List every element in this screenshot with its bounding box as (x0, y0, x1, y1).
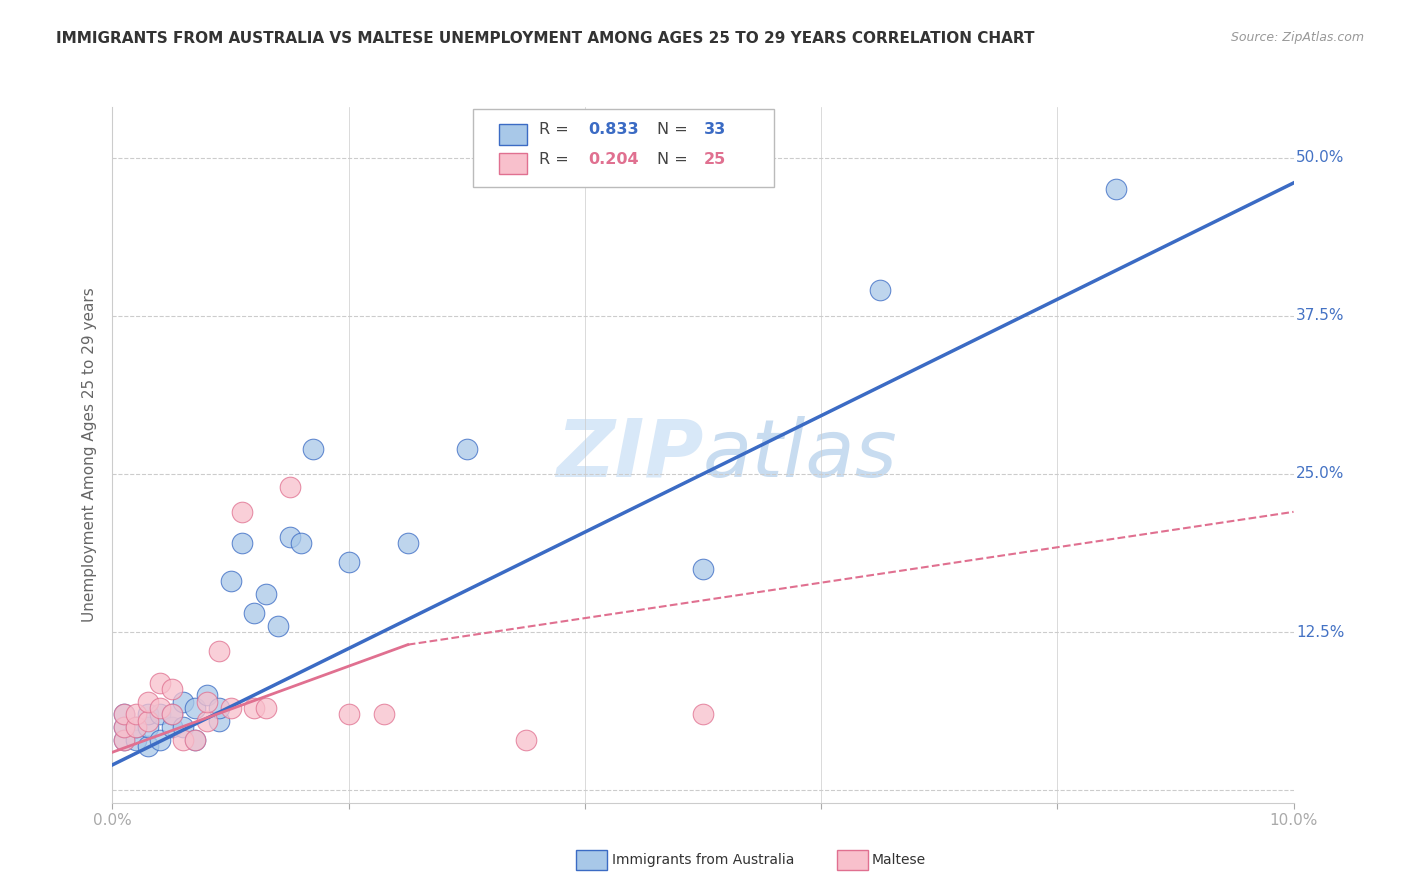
Point (149, 701, 172, 715)
Text: 25: 25 (704, 152, 727, 167)
Point (149, 732, 172, 747)
Point (195, 695, 218, 709)
FancyBboxPatch shape (472, 109, 773, 187)
Text: ZIP: ZIP (555, 416, 703, 494)
Point (184, 732, 207, 747)
Text: IMMIGRANTS FROM AUSTRALIA VS MALTESE UNEMPLOYMENT AMONG AGES 25 TO 29 YEARS CORR: IMMIGRANTS FROM AUSTRALIA VS MALTESE UNE… (56, 31, 1035, 46)
Point (136, 739, 159, 753)
Text: R =: R = (538, 122, 574, 137)
Text: 25.0%: 25.0% (1296, 467, 1344, 482)
Text: 33: 33 (704, 122, 727, 137)
Text: 50.0%: 50.0% (1296, 150, 1344, 165)
Point (160, 707, 183, 722)
Point (136, 720, 159, 734)
Point (278, 530, 301, 544)
Point (125, 707, 148, 722)
Text: 12.5%: 12.5% (1296, 624, 1344, 640)
Point (184, 701, 207, 715)
Point (172, 695, 194, 709)
Point (267, 618, 290, 632)
Point (160, 720, 183, 734)
FancyBboxPatch shape (499, 124, 527, 145)
Point (136, 707, 159, 722)
Point (125, 720, 148, 734)
Point (456, 442, 478, 456)
Text: N =: N = (657, 122, 693, 137)
Point (112, 707, 135, 722)
Point (396, 536, 419, 550)
Point (184, 732, 207, 747)
Point (208, 714, 231, 728)
Text: N =: N = (657, 152, 693, 167)
Point (515, 732, 537, 747)
Point (243, 701, 266, 715)
Point (337, 707, 360, 722)
Point (160, 707, 183, 722)
Point (290, 536, 312, 550)
Point (136, 695, 159, 709)
Point (219, 574, 242, 589)
Point (149, 707, 172, 722)
Text: R =: R = (538, 152, 574, 167)
Point (219, 701, 242, 715)
Point (136, 714, 159, 728)
Text: Immigrants from Australia: Immigrants from Australia (612, 853, 794, 867)
Point (692, 707, 714, 722)
Point (172, 732, 194, 747)
Point (112, 732, 135, 747)
Text: Maltese: Maltese (872, 853, 925, 867)
Point (149, 675, 172, 690)
Text: 0.204: 0.204 (589, 152, 640, 167)
Text: Source: ZipAtlas.com: Source: ZipAtlas.com (1230, 31, 1364, 45)
Point (112, 732, 135, 747)
Point (125, 732, 148, 747)
Point (243, 606, 266, 620)
Y-axis label: Unemployment Among Ages 25 to 29 years: Unemployment Among Ages 25 to 29 years (82, 287, 97, 623)
FancyBboxPatch shape (499, 153, 527, 174)
Point (112, 707, 135, 722)
Point (208, 644, 231, 658)
Point (231, 505, 253, 519)
Point (208, 701, 231, 715)
Point (195, 688, 218, 702)
Point (172, 720, 194, 734)
Text: 37.5%: 37.5% (1296, 309, 1344, 323)
Point (278, 479, 301, 493)
Point (1105, 182, 1128, 196)
Point (231, 536, 253, 550)
Point (692, 562, 714, 576)
Point (125, 720, 148, 734)
Point (160, 681, 183, 696)
Point (254, 701, 277, 715)
Point (373, 707, 395, 722)
Point (112, 720, 135, 734)
Point (302, 442, 325, 456)
Text: atlas: atlas (703, 416, 898, 494)
Text: 0.833: 0.833 (589, 122, 640, 137)
Point (112, 720, 135, 734)
Point (337, 556, 360, 570)
Point (869, 284, 891, 298)
Point (254, 587, 277, 601)
Point (195, 714, 218, 728)
